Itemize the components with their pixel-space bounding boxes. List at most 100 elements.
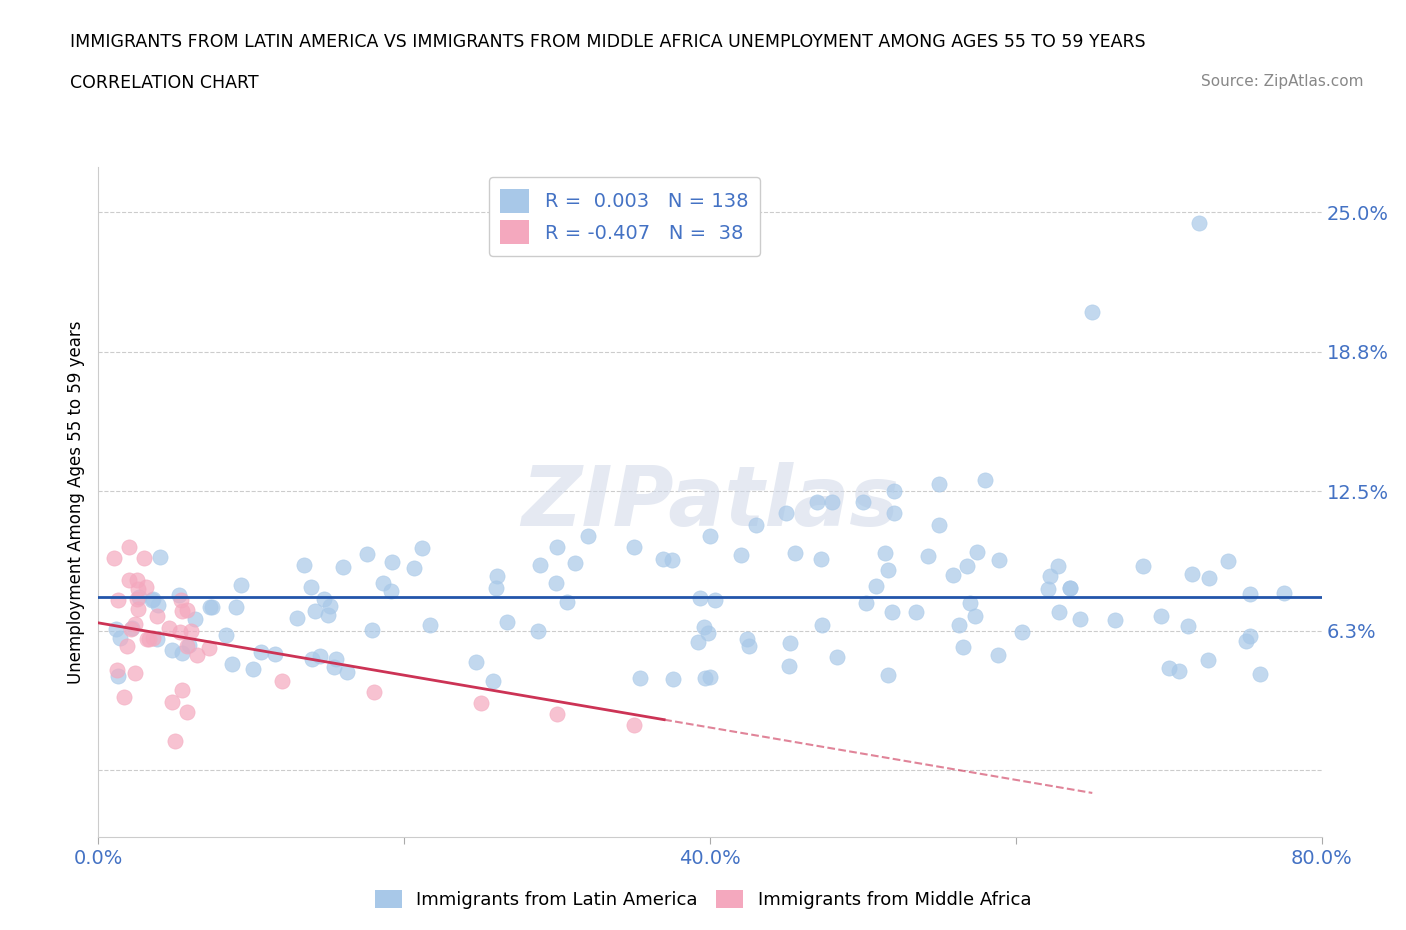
Point bbox=[1047, 604, 1070, 619]
Point bbox=[917, 549, 939, 564]
Point bbox=[806, 495, 828, 510]
Point bbox=[221, 657, 243, 671]
Point bbox=[883, 484, 905, 498]
Point bbox=[264, 646, 287, 661]
Point bbox=[703, 592, 725, 607]
Point bbox=[363, 684, 385, 699]
Point bbox=[332, 559, 354, 574]
Point bbox=[1168, 664, 1191, 679]
Point bbox=[322, 659, 344, 674]
Point bbox=[564, 555, 586, 570]
Point bbox=[1059, 580, 1081, 595]
Point bbox=[623, 718, 645, 733]
Point bbox=[730, 547, 752, 562]
Point bbox=[699, 528, 721, 543]
Point bbox=[689, 591, 711, 605]
Point bbox=[1181, 567, 1204, 582]
Point bbox=[304, 604, 326, 618]
Point bbox=[356, 546, 378, 561]
Point bbox=[169, 592, 191, 607]
Legend: R =  0.003   N = 138, R = -0.407   N =  38: R = 0.003 N = 138, R = -0.407 N = 38 bbox=[489, 177, 761, 256]
Point bbox=[146, 631, 169, 646]
Point bbox=[180, 624, 202, 639]
Point bbox=[301, 652, 323, 667]
Point bbox=[544, 576, 567, 591]
Point bbox=[170, 683, 193, 698]
Point bbox=[163, 734, 186, 749]
Point bbox=[1239, 587, 1261, 602]
Point bbox=[883, 506, 905, 521]
Point bbox=[242, 662, 264, 677]
Point bbox=[250, 644, 273, 659]
Point bbox=[115, 638, 138, 653]
Point bbox=[952, 640, 974, 655]
Point bbox=[1188, 216, 1211, 231]
Point bbox=[138, 631, 160, 646]
Point bbox=[108, 631, 131, 645]
Point bbox=[1036, 582, 1059, 597]
Point bbox=[661, 552, 683, 567]
Point bbox=[686, 634, 709, 649]
Point bbox=[127, 602, 149, 617]
Point bbox=[470, 696, 492, 711]
Point bbox=[1011, 625, 1033, 640]
Point bbox=[877, 563, 900, 578]
Point bbox=[928, 517, 950, 532]
Point bbox=[825, 649, 848, 664]
Point bbox=[785, 546, 807, 561]
Point bbox=[127, 581, 149, 596]
Point bbox=[811, 618, 834, 632]
Point bbox=[198, 641, 221, 656]
Point bbox=[628, 671, 651, 685]
Point bbox=[485, 580, 508, 595]
Point bbox=[124, 617, 146, 631]
Point bbox=[1177, 618, 1199, 633]
Point bbox=[198, 600, 221, 615]
Text: ZIPatlas: ZIPatlas bbox=[522, 461, 898, 543]
Point bbox=[135, 579, 157, 594]
Point bbox=[775, 506, 797, 521]
Point bbox=[312, 591, 335, 606]
Point bbox=[904, 604, 927, 619]
Point bbox=[134, 551, 156, 565]
Point bbox=[1069, 611, 1091, 626]
Point bbox=[623, 539, 645, 554]
Point bbox=[1272, 586, 1295, 601]
Point bbox=[1047, 559, 1070, 574]
Point bbox=[186, 647, 208, 662]
Point bbox=[928, 477, 950, 492]
Text: CORRELATION CHART: CORRELATION CHART bbox=[70, 74, 259, 92]
Point bbox=[105, 622, 128, 637]
Point bbox=[215, 627, 238, 642]
Point bbox=[419, 618, 441, 632]
Point bbox=[875, 545, 897, 560]
Point bbox=[316, 608, 339, 623]
Point bbox=[309, 648, 332, 663]
Point bbox=[1081, 305, 1104, 320]
Point bbox=[112, 690, 135, 705]
Point bbox=[1239, 629, 1261, 644]
Point bbox=[865, 578, 887, 593]
Point bbox=[810, 551, 832, 566]
Point bbox=[170, 645, 193, 660]
Point bbox=[292, 557, 315, 572]
Point bbox=[1104, 613, 1126, 628]
Point bbox=[852, 495, 875, 510]
Point bbox=[157, 620, 180, 635]
Legend: Immigrants from Latin America, Immigrants from Middle Africa: Immigrants from Latin America, Immigrant… bbox=[368, 883, 1038, 916]
Point bbox=[105, 663, 128, 678]
Point bbox=[201, 599, 224, 614]
Point bbox=[361, 623, 384, 638]
Point bbox=[176, 639, 198, 654]
Point bbox=[778, 659, 800, 674]
Point bbox=[285, 610, 308, 625]
Point bbox=[942, 567, 965, 582]
Point bbox=[546, 707, 568, 722]
Point bbox=[1198, 570, 1220, 585]
Point bbox=[167, 587, 190, 602]
Y-axis label: Unemployment Among Ages 55 to 59 years: Unemployment Among Ages 55 to 59 years bbox=[67, 321, 86, 684]
Point bbox=[557, 595, 579, 610]
Point bbox=[411, 541, 433, 556]
Point bbox=[176, 603, 198, 618]
Point bbox=[225, 600, 247, 615]
